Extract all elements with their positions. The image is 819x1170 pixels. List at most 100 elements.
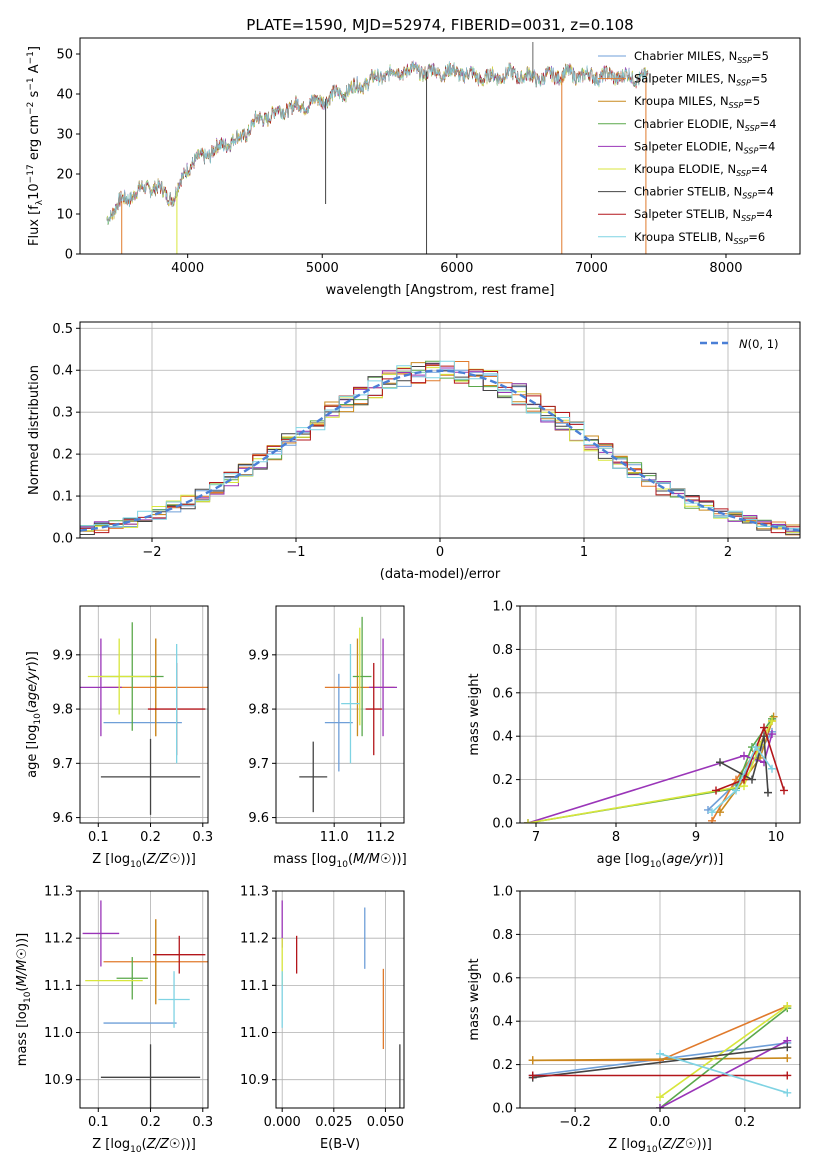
axes-frame bbox=[79, 37, 801, 255]
y-tick-label: 0.2 bbox=[492, 1058, 513, 1073]
legend-entry: Salpeter ELODIE, NSSP=4 bbox=[634, 139, 775, 155]
axis-label: Z [log10(Z/Z☉))] bbox=[92, 852, 196, 870]
errorbar-point-kroupa-elodie bbox=[87, 638, 151, 715]
y-tick-label: 0.3 bbox=[52, 406, 73, 421]
errorbar-point-salpeter-elodie bbox=[82, 900, 120, 967]
y-tick-label: 0.0 bbox=[52, 532, 73, 547]
y-tick-label: 1.0 bbox=[492, 600, 513, 615]
weight-marker bbox=[783, 1002, 792, 1011]
axis-label: age [log10(age/yr))] bbox=[597, 852, 724, 870]
y-axis-label: mass weight bbox=[467, 958, 482, 1040]
y-tick-label: 0.1 bbox=[52, 490, 73, 505]
spectrum-line-kroupa-stelib bbox=[106, 61, 649, 224]
panel-mass-vs-Z: 0.1 0.2 0.3 10.9 11.0 11.1 11.2 11.3 Z [log10(Z/… bbox=[15, 885, 213, 1156]
y-tick-label: 50 bbox=[56, 48, 73, 63]
weight-marker bbox=[768, 730, 776, 739]
x-tick-label: 8 bbox=[612, 830, 620, 845]
errorbar-point-kroupa-stelib bbox=[158, 971, 190, 1028]
y-tick-label: 0.0 bbox=[492, 1102, 513, 1117]
x-tick-label: 8000 bbox=[709, 261, 742, 276]
panel-age-vs-Z: 0.1 0.2 0.3 9.6 9.7 9.8 9.9 Z [log10(Z/Z☉))] age… bbox=[25, 605, 213, 870]
axis-label: age [log10(age/yr))] bbox=[25, 651, 43, 778]
x-tick-label: 0.2 bbox=[140, 1115, 161, 1130]
weight-line-salpeter-elodie bbox=[659, 1039, 788, 1108]
spectrum-line-chabrier-miles bbox=[106, 61, 649, 225]
spectrum-line-salpeter-elodie bbox=[106, 60, 649, 222]
weight-marker bbox=[656, 1093, 664, 1102]
errorbar-point-salpeter-stelib bbox=[365, 662, 382, 756]
weight-marker bbox=[748, 775, 756, 784]
weight-line-kroupa-miles bbox=[532, 1057, 788, 1062]
weight-line-kroupa-stelib bbox=[711, 745, 773, 813]
y-tick-label: 0.0 bbox=[492, 817, 513, 832]
plot-area bbox=[80, 622, 208, 815]
x-tick-label: 9 bbox=[692, 830, 700, 845]
x-tick-label: 0.2 bbox=[140, 830, 161, 845]
weight-marker bbox=[716, 758, 724, 767]
x-tick-label: 7000 bbox=[575, 261, 608, 276]
axes-frame bbox=[519, 605, 801, 824]
panel-age-vs-mass: 11.0 11.2 9.6 9.7 9.8 9.9 mass [log10(M/M☉))] bbox=[248, 605, 407, 870]
y-tick-label: 9.6 bbox=[52, 811, 73, 826]
x-tick-label: 0.025 bbox=[315, 1115, 352, 1130]
x-tick-label: 0.3 bbox=[192, 830, 213, 845]
x-tick-label: 2 bbox=[724, 545, 732, 560]
errorbar-point-chabrier-stelib bbox=[100, 1044, 201, 1108]
x-tick-label: 10 bbox=[768, 830, 785, 845]
y-tick-label: 11.2 bbox=[44, 932, 73, 947]
weight-marker bbox=[783, 1043, 792, 1052]
errorbar-point-salpeter-stelib bbox=[153, 935, 206, 974]
errorbar-point-chabrier-stelib bbox=[100, 738, 201, 815]
x-tick-label: −1 bbox=[286, 545, 305, 560]
axes-frame bbox=[79, 890, 209, 1109]
x-tick-label: 0.050 bbox=[367, 1115, 404, 1130]
y-tick-label: 9.7 bbox=[52, 757, 73, 772]
x-axis-label: E(B-V) bbox=[320, 1137, 360, 1152]
weight-line-chabrier-stelib bbox=[532, 1046, 788, 1079]
x-tick-label: −0.2 bbox=[559, 1115, 591, 1130]
y-tick-label: 0.8 bbox=[492, 643, 513, 658]
x-tick-label: 5000 bbox=[306, 261, 339, 276]
plot-area bbox=[82, 900, 208, 1108]
weight-marker bbox=[764, 788, 772, 797]
weight-marker bbox=[708, 808, 716, 817]
weight-marker bbox=[716, 808, 724, 817]
y-tick-label: 0.4 bbox=[492, 1015, 513, 1030]
plot-area bbox=[524, 712, 788, 823]
y-axis-label: Flux [fλ10−17 erg cm−2 s−1 A−1] bbox=[26, 46, 45, 246]
weight-marker bbox=[768, 764, 776, 773]
weight-line-chabrier-elodie bbox=[659, 1007, 788, 1108]
y-tick-label: 11.1 bbox=[240, 979, 269, 994]
axis-label: Z [log10(Z/Z☉))] bbox=[608, 1137, 712, 1155]
weight-marker bbox=[783, 1088, 792, 1097]
weight-marker bbox=[783, 1054, 792, 1063]
errorbar-point-chabrier-miles bbox=[324, 673, 353, 772]
y-tick-label: 0.4 bbox=[492, 730, 513, 745]
legend-entry: Kroupa MILES, NSSP=5 bbox=[634, 94, 760, 110]
x-tick-label: 0 bbox=[436, 545, 444, 560]
weight-marker bbox=[740, 751, 748, 760]
x-tick-label: 7 bbox=[532, 830, 540, 845]
plot-area bbox=[106, 42, 649, 254]
panel-weight-vs-age: 7 8 9 10 0.0 0.2 0.4 0.6 0.8 1.0 mass weight age [l… bbox=[467, 600, 801, 870]
legend-entry: Kroupa ELODIE, NSSP=4 bbox=[634, 162, 768, 178]
y-tick-label: 11.0 bbox=[240, 1026, 269, 1041]
x-tick-label: 11.0 bbox=[320, 830, 349, 845]
x-tick-label: −2 bbox=[142, 545, 161, 560]
spectrum-line-salpeter-miles bbox=[106, 62, 649, 225]
x-tick-label: 0.000 bbox=[264, 1115, 301, 1130]
y-tick-label: 9.7 bbox=[248, 757, 269, 772]
panel-weight-vs-Z: −0.2 0.0 0.2 0.0 0.2 0.4 0.6 0.8 1.0 mass weight Z… bbox=[467, 885, 801, 1155]
y-tick-label: 9.9 bbox=[52, 648, 73, 663]
y-tick-label: 9.6 bbox=[248, 811, 269, 826]
weight-marker bbox=[760, 723, 768, 732]
y-tick-label: 11.2 bbox=[240, 932, 269, 947]
y-tick-label: 20 bbox=[56, 168, 73, 183]
legend-entry: Salpeter STELIB, NSSP=4 bbox=[634, 207, 773, 223]
y-tick-label: 9.9 bbox=[248, 648, 269, 663]
axes-frame bbox=[275, 890, 405, 1109]
histogram-kroupa-stelib bbox=[80, 360, 800, 529]
axes-frame bbox=[275, 605, 405, 824]
y-tick-label: 11.0 bbox=[44, 1026, 73, 1041]
